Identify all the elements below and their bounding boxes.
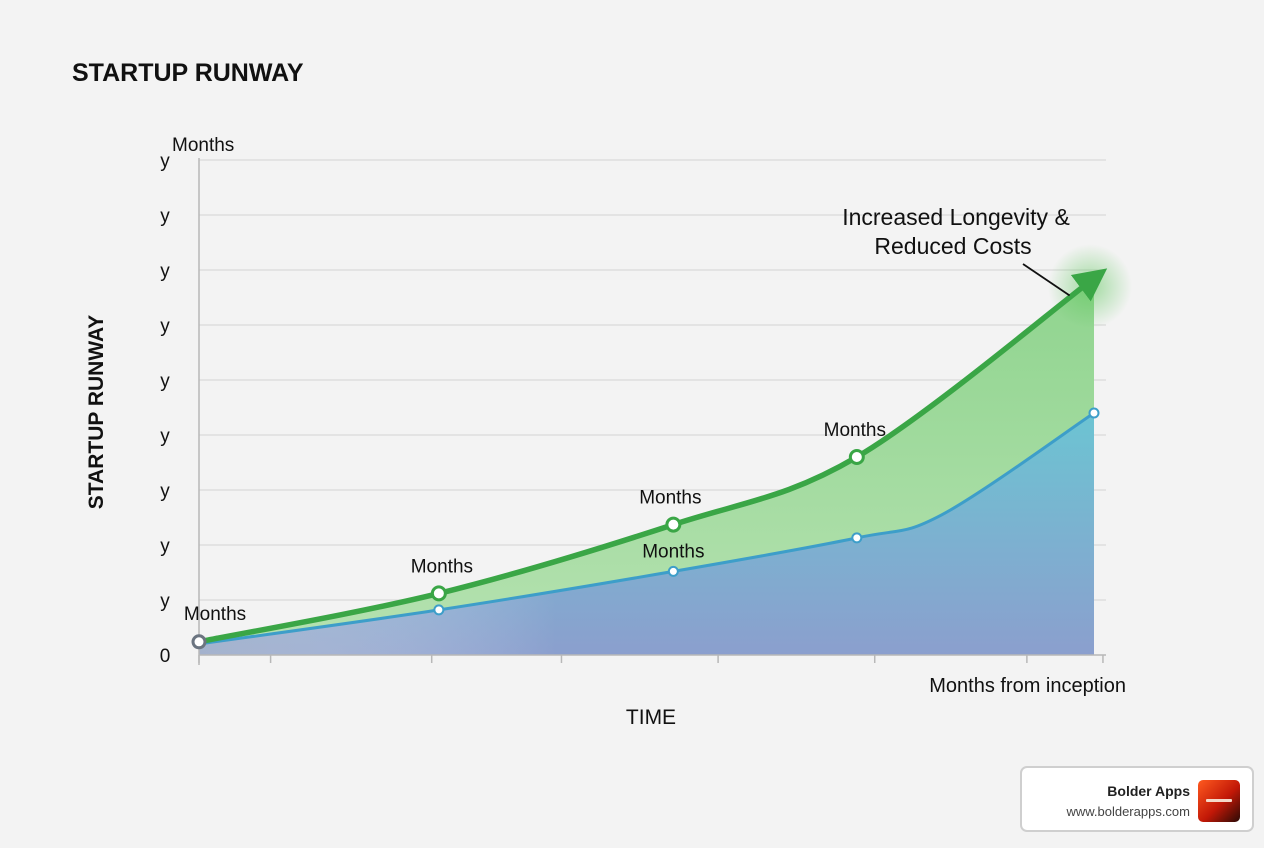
lower-area-shade <box>199 413 1094 655</box>
gridlines <box>199 159 1106 601</box>
y-tick-label: y <box>160 426 170 447</box>
upper-data-point <box>430 585 447 602</box>
x-axis-end-label: Months from inception <box>929 675 1126 697</box>
brand-logo-icon <box>1198 780 1240 822</box>
annotation-line-2: Reduced Costs <box>874 233 1031 259</box>
lower-point-label: Months <box>642 541 704 562</box>
lower-data-point <box>433 604 445 616</box>
upper-point-label: Months <box>184 604 246 625</box>
chart-title: STARTUP RUNWAY <box>72 59 304 87</box>
annotation-pointer <box>1022 263 1071 297</box>
upper-point-label: Months <box>411 556 473 577</box>
y-tick-label: y <box>160 151 170 172</box>
lower-data-point <box>1088 407 1100 419</box>
brand-badge[interactable]: Bolder Apps www.bolderapps.com <box>1020 766 1254 832</box>
lower-data-point <box>851 532 863 544</box>
y-tick-label: y <box>160 536 170 557</box>
lower-data-point <box>667 565 679 577</box>
y-tick-label: y <box>160 261 170 282</box>
y-tick-label: y <box>160 316 170 337</box>
upper-point-label: Months <box>824 420 886 441</box>
lower-series-line <box>197 411 1096 646</box>
area-fills <box>199 244 1132 655</box>
x-axis-title: TIME <box>626 706 676 729</box>
labels: 0 y y y y y y y y y Months Months Months Months Months <box>160 151 1071 667</box>
brand-url: www.bolderapps.com <box>1066 804 1190 819</box>
upper-point-label: Months <box>639 488 701 509</box>
y-axis-top-label: Months <box>172 135 234 156</box>
axes <box>198 158 1106 665</box>
y-tick-label: y <box>160 591 170 612</box>
upper-data-point <box>191 634 207 650</box>
annotation-line-1: Increased Longevity & <box>842 204 1070 230</box>
y-axis-title: STARTUP RUNWAY <box>85 315 108 509</box>
y-tick-label: y <box>160 371 170 392</box>
upper-data-point <box>665 516 682 533</box>
y-tick-label: y <box>160 481 170 502</box>
data-markers <box>191 407 1100 650</box>
y-tick-label: 0 <box>160 646 171 667</box>
y-tick-label: y <box>160 206 170 227</box>
arrow-glow <box>1048 244 1132 329</box>
upper-data-point <box>848 449 865 465</box>
brand-name: Bolder Apps <box>1107 783 1190 799</box>
